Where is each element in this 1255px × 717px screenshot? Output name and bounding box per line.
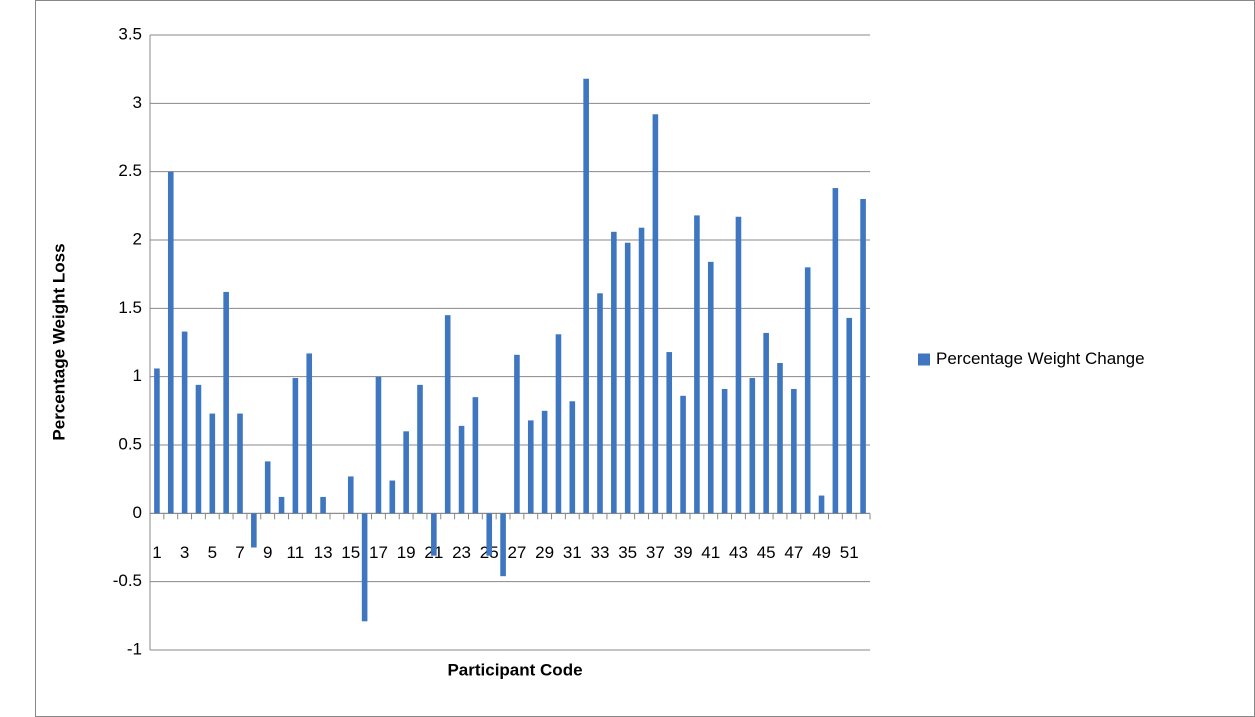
- bar: [583, 78, 589, 514]
- x-tick-label: 43: [729, 543, 748, 562]
- bar: [458, 425, 465, 514]
- y-tick-label: 1.5: [118, 298, 142, 317]
- x-tick-label: 17: [369, 543, 388, 562]
- bar: [597, 293, 603, 514]
- bar: [555, 334, 562, 514]
- bar: [818, 495, 825, 514]
- bar: [777, 363, 783, 514]
- x-tick-label: 7: [235, 543, 244, 562]
- bar: [721, 388, 728, 514]
- x-axis-title: Participant Code: [447, 660, 582, 679]
- x-tick-label: 41: [701, 543, 720, 562]
- y-tick-label: 0.5: [118, 434, 142, 453]
- bar: [666, 352, 673, 514]
- x-tick-label: 11: [287, 543, 305, 562]
- bar: [264, 461, 271, 514]
- bar: [514, 354, 520, 514]
- y-tick-label: 3: [133, 93, 142, 112]
- bar: [320, 496, 326, 514]
- x-tick-label: 27: [507, 543, 526, 562]
- bar: [209, 413, 216, 514]
- bar: [735, 216, 742, 514]
- bar: [791, 388, 797, 514]
- bar: [195, 384, 202, 514]
- bar: [749, 378, 756, 514]
- bar: [403, 431, 409, 514]
- x-tick-label: 29: [535, 543, 554, 562]
- bar: [306, 353, 313, 514]
- bar: [431, 513, 437, 556]
- bar: [624, 242, 631, 514]
- x-tick-label: 51: [840, 543, 859, 562]
- legend-label: Percentage Weight Change: [936, 349, 1145, 368]
- bar: [154, 368, 160, 514]
- bar: [444, 315, 451, 514]
- x-tick-label: 37: [646, 543, 665, 562]
- bar: [846, 317, 853, 514]
- bar: [804, 267, 811, 514]
- bar: [763, 332, 769, 514]
- x-tick-label: 5: [208, 543, 217, 562]
- bar: [541, 410, 548, 514]
- x-tick-label: 15: [341, 543, 360, 562]
- bar: [278, 496, 285, 514]
- bar: [375, 376, 382, 514]
- x-tick-label: 19: [397, 543, 416, 562]
- y-tick-label: 2: [133, 229, 142, 248]
- bar: [486, 513, 493, 556]
- x-tick-label: 39: [674, 543, 693, 562]
- y-tick-label: -1: [127, 639, 142, 658]
- x-tick-label: 3: [180, 543, 189, 562]
- bar: [347, 476, 354, 514]
- bar: [652, 114, 659, 514]
- bar: [292, 378, 299, 514]
- bar: [251, 513, 257, 548]
- chart-border: [35, 0, 1255, 717]
- bar: [832, 188, 839, 514]
- bar: [680, 395, 686, 514]
- bar: [500, 513, 506, 577]
- x-tick-label: 47: [784, 543, 803, 562]
- bar: [694, 215, 700, 514]
- x-tick-label: 1: [152, 543, 161, 562]
- x-tick-label: 13: [314, 543, 333, 562]
- bar: [237, 413, 243, 514]
- bar: [472, 397, 479, 514]
- bar: [638, 227, 645, 514]
- bar: [611, 231, 617, 514]
- x-tick-label: 23: [452, 543, 471, 562]
- bar: [181, 331, 188, 514]
- y-tick-label: 3.5: [118, 24, 142, 43]
- bar: [167, 171, 174, 514]
- x-tick-label: 9: [263, 543, 272, 562]
- y-tick-label: 2.5: [118, 161, 142, 180]
- x-tick-label: 35: [618, 543, 637, 562]
- x-tick-label: 49: [812, 543, 831, 562]
- x-tick-label: 33: [591, 543, 610, 562]
- y-axis-title: Percentage Weight Loss: [49, 243, 68, 440]
- x-tick-label: 45: [757, 543, 776, 562]
- y-tick-label: 0: [133, 503, 142, 522]
- bar: [860, 199, 866, 514]
- y-tick-label: -0.5: [113, 571, 142, 590]
- bar: [389, 480, 396, 514]
- bar: [569, 401, 576, 514]
- legend-swatch: [918, 353, 930, 366]
- bar: [707, 261, 714, 514]
- bar: [417, 384, 423, 514]
- bar: [527, 420, 534, 514]
- y-tick-label: 1: [133, 366, 142, 385]
- bar: [361, 513, 368, 622]
- bar: [223, 291, 229, 514]
- x-tick-label: 31: [563, 543, 582, 562]
